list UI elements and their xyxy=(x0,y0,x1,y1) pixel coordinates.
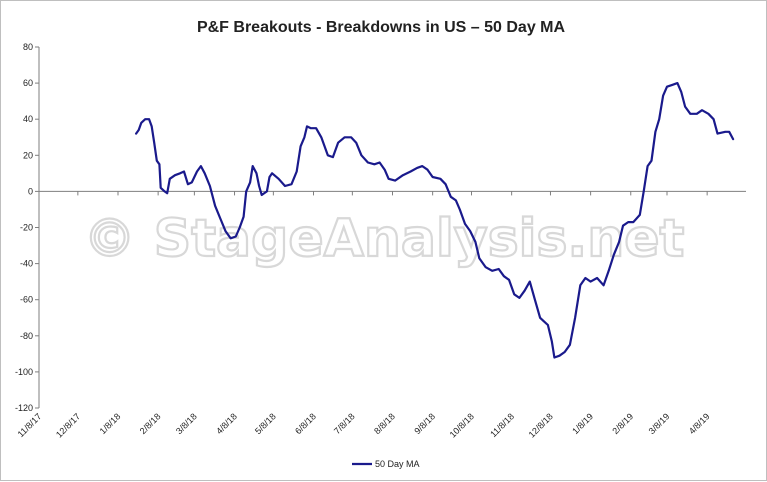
y-axis: 80 60 40 20 0 -20 -40 -60 -80 -100 -120 xyxy=(15,42,40,413)
x-tick-label: 12/8/17 xyxy=(54,411,82,439)
series-line-50-day-ma xyxy=(135,81,735,359)
x-tick-label: 2/8/18 xyxy=(138,411,163,436)
x-tick-label: 4/8/19 xyxy=(687,411,712,436)
y-tick-label: 0 xyxy=(28,186,33,196)
x-tick-label: 10/8/18 xyxy=(448,411,476,439)
x-tick-label: 3/8/19 xyxy=(647,411,672,436)
y-tick-label: 40 xyxy=(23,114,33,124)
watermark: © StageAnalysis.net xyxy=(84,209,685,269)
y-tick-label: -120 xyxy=(15,403,33,413)
y-tick-label: 20 xyxy=(23,150,33,160)
x-tick-label: 4/8/18 xyxy=(214,411,239,436)
x-tick-label: 11/8/17 xyxy=(16,411,44,439)
x-tick-label: 11/8/18 xyxy=(488,411,516,439)
x-tick-label: 1/8/19 xyxy=(570,411,595,436)
y-tick-label: -100 xyxy=(15,367,33,377)
x-tick-label: 9/8/18 xyxy=(412,411,437,436)
y-tick-label: -20 xyxy=(20,223,33,233)
legend-label: 50 Day MA xyxy=(375,459,420,469)
y-tick-label: -80 xyxy=(20,331,33,341)
y-tick-label: -60 xyxy=(20,295,33,305)
y-tick-label: 80 xyxy=(23,42,33,52)
x-tick-label: 3/8/18 xyxy=(174,411,199,436)
x-tick-label: 8/8/18 xyxy=(372,411,397,436)
y-tick-label: 60 xyxy=(23,78,33,88)
x-tick-label: 1/8/18 xyxy=(98,411,123,436)
x-tick-label: 7/8/18 xyxy=(332,411,357,436)
y-tick-label: -40 xyxy=(20,259,33,269)
x-tick-label: 12/8/18 xyxy=(527,411,555,439)
legend: 50 Day MA xyxy=(352,459,420,469)
x-tick-label: 2/8/19 xyxy=(610,411,635,436)
series-layer xyxy=(135,81,735,359)
x-tick-label: 5/8/18 xyxy=(253,411,278,436)
chart-title: P&F Breakouts - Breakdowns in US – 50 Da… xyxy=(197,19,566,36)
x-tick-label: 6/8/18 xyxy=(293,411,318,436)
